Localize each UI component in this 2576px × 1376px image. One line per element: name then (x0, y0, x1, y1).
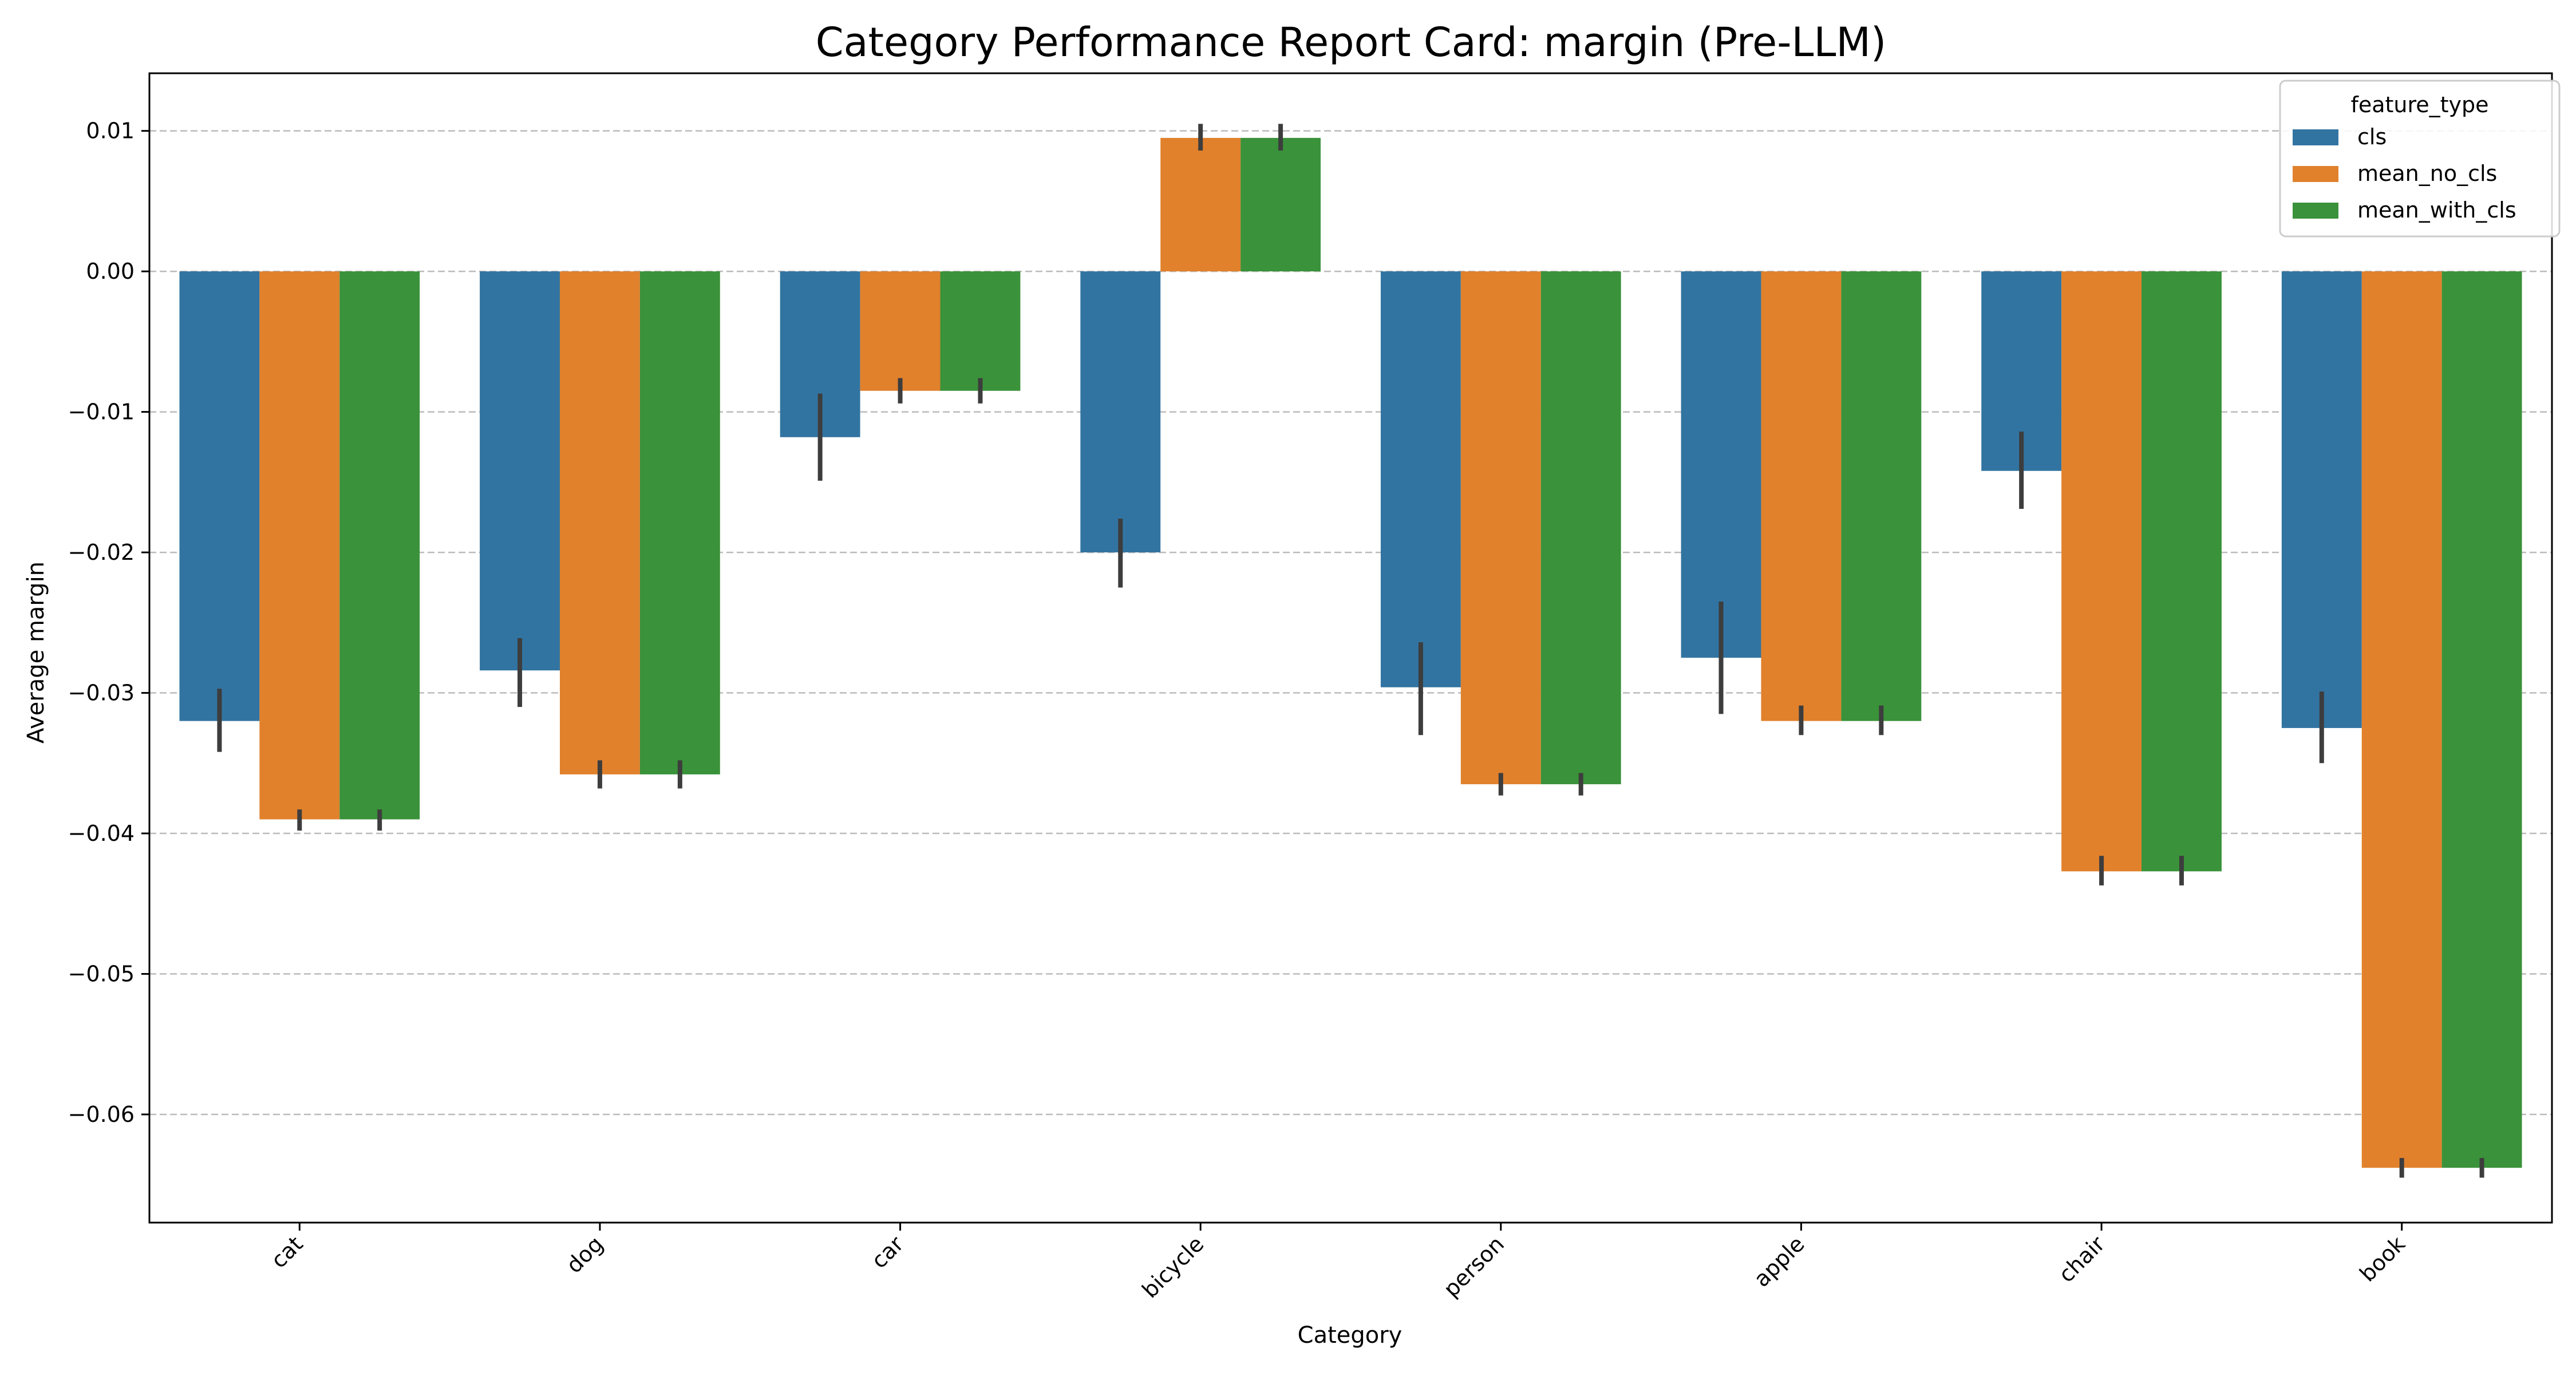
chart-title: Category Performance Report Card: margin… (816, 19, 1886, 66)
bar-cls-cat (179, 271, 260, 721)
y-axis-ticks: 0.01 0.00 −0.01 −0.02 −0.03 −0.04 −0.05 −0.06 (68, 118, 149, 1127)
legend-swatch-cls (2293, 129, 2338, 145)
bar-mean_with_cls-apple (1841, 271, 1922, 721)
bar-mean_with_cls-person (1540, 271, 1621, 785)
legend-title: feature_type (2350, 92, 2488, 117)
bar-mean_with_cls-chair (2142, 271, 2222, 872)
bar-mean_no_cls-dog (559, 271, 640, 774)
bar-mean_with_cls-car (940, 271, 1021, 391)
plot-frame (148, 72, 2553, 1224)
legend-swatch-mean_no_cls (2293, 166, 2338, 182)
bar-mean_with_cls-cat (339, 271, 420, 820)
bar-mean_with_cls-bicycle (1240, 137, 1321, 272)
legend-label-mean_with_cls: mean_with_cls (2357, 197, 2516, 223)
bar-cls-bicycle (1080, 271, 1161, 553)
y-axis-label: Average margin (23, 562, 49, 744)
bar-cls-person (1380, 271, 1461, 687)
y-tick-label: −0.02 (68, 540, 135, 565)
y-tick-label: −0.01 (68, 400, 135, 425)
bar-mean_no_cls-cat (259, 271, 340, 820)
legend: feature_type cls mean_no_cls mean_with_cls (2279, 80, 2561, 238)
y-tick-label: −0.05 (68, 962, 135, 987)
bar-mean_no_cls-chair (2061, 271, 2142, 872)
error-bars (217, 124, 2484, 1178)
y-tick-label: 0.00 (86, 259, 135, 284)
bar-mean_no_cls-person (1460, 271, 1541, 785)
y-tick-label: −0.06 (68, 1102, 135, 1127)
y-tick-label: −0.04 (68, 821, 135, 846)
legend-label-cls: cls (2357, 124, 2387, 149)
y-tick-label: 0.01 (86, 118, 135, 144)
legend-swatch-mean_with_cls (2293, 203, 2338, 219)
bar-mean_no_cls-car (860, 271, 941, 391)
bar-cls-book (2281, 271, 2362, 728)
bar-cls-dog (480, 271, 560, 671)
legend-frame (2279, 80, 2561, 238)
bar-mean_no_cls-book (2361, 271, 2442, 1168)
y-tick-label: −0.03 (68, 681, 135, 706)
bar-mean_with_cls-dog (639, 271, 720, 774)
bar-mean_no_cls-apple (1761, 271, 1842, 721)
legend-label-mean_no_cls: mean_no_cls (2357, 161, 2497, 186)
x-axis-label: Category (1298, 1322, 1402, 1349)
bar-mean_with_cls-book (2441, 271, 2522, 1168)
bars (179, 137, 2522, 1168)
bar-mean_no_cls-bicycle (1160, 137, 1241, 272)
bar-cls-apple (1681, 271, 1761, 658)
legend-items: cls mean_no_cls mean_with_cls (2293, 124, 2516, 223)
